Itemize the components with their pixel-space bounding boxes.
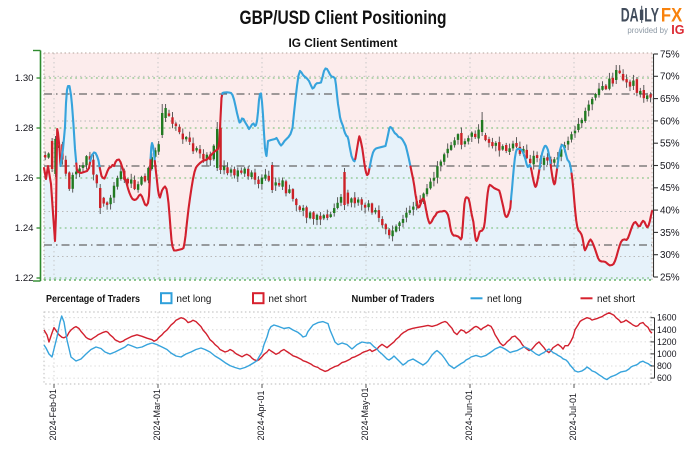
svg-text:25%: 25%	[660, 272, 680, 283]
svg-text:1.30: 1.30	[15, 73, 34, 84]
svg-text:600: 600	[657, 373, 672, 383]
svg-text:2024-Apr-01: 2024-Apr-01	[256, 390, 266, 440]
svg-text:800: 800	[657, 361, 672, 371]
svg-text:1.24: 1.24	[15, 223, 34, 234]
svg-text:Percentage of Traders: Percentage of Traders	[46, 294, 140, 305]
svg-text:65%: 65%	[660, 94, 680, 105]
svg-text:2024-Jun-01: 2024-Jun-01	[464, 390, 474, 441]
svg-text:45%: 45%	[660, 183, 680, 194]
svg-text:LY: LY	[644, 5, 659, 27]
svg-text:net long: net long	[487, 294, 522, 305]
svg-text:1200: 1200	[657, 337, 677, 347]
svg-text:30%: 30%	[660, 250, 680, 261]
svg-text:55%: 55%	[660, 139, 680, 150]
svg-text:GBP/USD Client Positioning: GBP/USD Client Positioning	[240, 8, 447, 29]
svg-text:IG: IG	[671, 23, 684, 37]
svg-text:60%: 60%	[660, 116, 680, 127]
svg-text:1.28: 1.28	[15, 123, 34, 134]
svg-text:1.26: 1.26	[15, 173, 34, 184]
svg-text:1000: 1000	[657, 349, 677, 359]
svg-text:2024-May-01: 2024-May-01	[360, 387, 370, 440]
svg-text:2024-Feb-01: 2024-Feb-01	[48, 389, 58, 441]
svg-text:1.22: 1.22	[15, 273, 34, 284]
svg-text:70%: 70%	[660, 72, 680, 83]
svg-text:FX: FX	[661, 4, 682, 26]
svg-text:provided by: provided by	[627, 25, 668, 35]
svg-text:net long: net long	[177, 294, 212, 305]
svg-text:2024-Mar-01: 2024-Mar-01	[152, 389, 162, 441]
svg-text:2024-Jul-01: 2024-Jul-01	[568, 393, 578, 441]
svg-text:75%: 75%	[660, 49, 680, 60]
svg-text:35%: 35%	[660, 228, 680, 239]
svg-text:40%: 40%	[660, 206, 680, 217]
svg-text:50%: 50%	[660, 161, 680, 172]
svg-text:1600: 1600	[657, 313, 677, 323]
svg-text:1400: 1400	[657, 325, 677, 335]
svg-text:net short: net short	[597, 294, 635, 305]
svg-text:DA: DA	[621, 5, 639, 27]
svg-text:IG Client Sentiment: IG Client Sentiment	[289, 37, 398, 50]
svg-text:Number of Traders: Number of Traders	[352, 294, 436, 305]
svg-text:net short: net short	[269, 294, 307, 305]
